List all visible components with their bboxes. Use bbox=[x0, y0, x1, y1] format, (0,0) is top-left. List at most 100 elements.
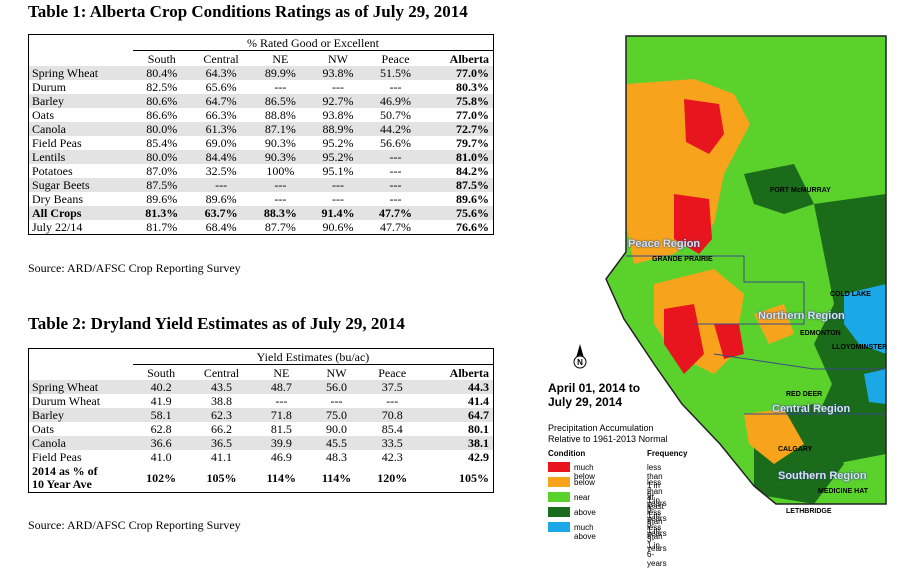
map-date-range: April 01, 2014 to July 29, 2014 bbox=[548, 381, 658, 409]
cell: 82.5% bbox=[146, 80, 178, 94]
column-header-row: South Central NE NW Peace Alberta bbox=[29, 365, 494, 381]
cell: 75.0 bbox=[308, 408, 365, 422]
row-label: Sugar Beets bbox=[28, 178, 133, 192]
cell: --- bbox=[386, 394, 399, 408]
cell: 38.1 bbox=[420, 436, 494, 450]
cell: --- bbox=[366, 178, 425, 192]
cell: 81.7% bbox=[146, 220, 178, 234]
column-header: NW bbox=[327, 51, 348, 66]
legend-frequency: at least 1 in 3-years bbox=[647, 493, 667, 538]
row-label: Canola bbox=[28, 122, 133, 136]
cell: 80.0% bbox=[133, 150, 191, 164]
cell: 39.9 bbox=[253, 436, 309, 450]
cell: 77.0% bbox=[456, 108, 489, 122]
city-edmonton: EDMONTON bbox=[800, 330, 841, 337]
cell: 40.2 bbox=[133, 380, 190, 394]
cell: 44.2% bbox=[366, 122, 425, 136]
cell: 95.1% bbox=[322, 164, 354, 178]
cell: 89.6% bbox=[456, 192, 489, 206]
footer-label-line2: 10 Year Ave bbox=[32, 477, 92, 491]
alberta-map-graphic bbox=[605, 35, 887, 505]
cell: --- bbox=[251, 178, 310, 192]
column-header: South bbox=[147, 51, 176, 66]
footer-row: 2014 as % of 10 Year Ave 102% 105% 114% … bbox=[29, 464, 494, 493]
legend-frequency-header: Frequency bbox=[647, 449, 688, 458]
cell: 88.9% bbox=[309, 122, 367, 136]
table-row: Field Peas 41.0 41.1 46.9 48.3 42.3 42.9 bbox=[29, 450, 494, 464]
cell: --- bbox=[274, 192, 287, 206]
crop-conditions-table: % Rated Good or Excellent South Central NE… bbox=[28, 34, 494, 235]
cell: 50.7% bbox=[380, 108, 412, 122]
table-row: Potatoes 87.0% 32.5% 100% 95.1% --- 84.2% bbox=[29, 164, 494, 178]
header-spacer bbox=[29, 35, 134, 51]
cell: 62.3 bbox=[189, 408, 254, 422]
city-lethbridge: LETHBRIDGE bbox=[786, 508, 832, 515]
cell: 80.0% bbox=[133, 122, 191, 136]
cell: 66.3% bbox=[205, 108, 237, 122]
city-medicine-hat: MEDICINE HAT bbox=[818, 488, 869, 495]
legend-swatch bbox=[548, 492, 570, 502]
legend-swatch bbox=[548, 477, 570, 487]
column-header: Peace bbox=[381, 51, 410, 66]
cell: 93.8% bbox=[322, 108, 354, 122]
cell: 41.0 bbox=[150, 450, 172, 464]
cell: 90.3% bbox=[251, 150, 310, 164]
column-header: South bbox=[147, 365, 176, 380]
legend-swatch bbox=[548, 507, 570, 517]
group-header: % Rated Good or Excellent bbox=[133, 34, 494, 51]
column-header: Peace bbox=[378, 365, 407, 380]
cell: 105% bbox=[459, 471, 489, 485]
cell: --- bbox=[331, 192, 344, 206]
column-header: Central bbox=[203, 365, 240, 380]
legend-frequency: less than 1 in 3-years bbox=[647, 478, 667, 523]
row-label: 2014 as % of 10 Year Ave bbox=[29, 464, 134, 493]
cell: 32.5% bbox=[205, 164, 237, 178]
table-row: Spring Wheat 40.2 43.5 48.7 56.0 37.5 44.3 bbox=[28, 380, 494, 394]
cell: 48.7 bbox=[253, 380, 309, 394]
cell: 87.5% bbox=[424, 178, 494, 192]
cell: 88.8% bbox=[264, 108, 296, 122]
table-row: Durum Wheat 41.9 38.8 --- --- --- 41.4 bbox=[29, 394, 494, 408]
cell: --- bbox=[190, 178, 252, 192]
table2-source: Source: ARD/AFSC Crop Reporting Survey bbox=[28, 518, 241, 532]
cell: 46.9% bbox=[366, 94, 425, 108]
footer-label-line1: 2014 as % of bbox=[32, 464, 98, 478]
cell: 86.5% bbox=[251, 94, 310, 108]
city-fort-mcmurray: FORT McMURRAY bbox=[770, 187, 831, 194]
cell: 114% bbox=[321, 471, 352, 485]
cell: 92.7% bbox=[309, 94, 367, 108]
column-header: Alberta bbox=[449, 51, 489, 66]
group-header: Yield Estimates (bu/ac) bbox=[133, 348, 494, 365]
legend-condition: below bbox=[574, 478, 595, 487]
cell: 79.7% bbox=[456, 136, 489, 150]
map-date-line1: April 01, 2014 to bbox=[548, 381, 641, 395]
cell: 47.7% bbox=[380, 220, 412, 234]
cell: 65.6% bbox=[205, 80, 237, 94]
cell: 100% bbox=[266, 164, 295, 178]
table-row: Dry Beans 89.6% 89.6% --- --- --- 89.6% bbox=[29, 192, 494, 206]
table-row: Oats 62.8 66.2 81.5 90.0 85.4 80.1 bbox=[29, 422, 494, 436]
cell: 76.6% bbox=[456, 220, 489, 234]
table1-source: Source: ARD/AFSC Crop Reporting Survey bbox=[28, 261, 241, 275]
cell: 80.6% bbox=[133, 94, 191, 108]
cell: 81.3% bbox=[133, 206, 191, 220]
column-header: NE bbox=[273, 365, 290, 380]
cell: 64.3% bbox=[190, 66, 252, 80]
city-calgary: CALGARY bbox=[778, 446, 813, 453]
cell: 37.5 bbox=[364, 380, 421, 394]
svg-text:N: N bbox=[577, 358, 583, 367]
cell: 85.4 bbox=[381, 422, 403, 436]
cell: 72.7% bbox=[424, 122, 494, 136]
row-label: Potatoes bbox=[32, 164, 73, 178]
cell: 62.8 bbox=[150, 422, 172, 436]
cell: 45.5 bbox=[308, 436, 365, 450]
cell: 41.9 bbox=[150, 394, 172, 408]
cell: 90.6% bbox=[322, 220, 354, 234]
row-label: Dry Beans bbox=[32, 192, 83, 206]
cell: 91.4% bbox=[309, 206, 367, 220]
cell: 84.4% bbox=[190, 150, 252, 164]
row-label: Oats bbox=[32, 108, 54, 122]
legend-swatch bbox=[548, 462, 570, 472]
cell: 64.7 bbox=[420, 408, 494, 422]
table-row: Canola 36.6 36.5 39.9 45.5 33.5 38.1 bbox=[28, 436, 494, 450]
